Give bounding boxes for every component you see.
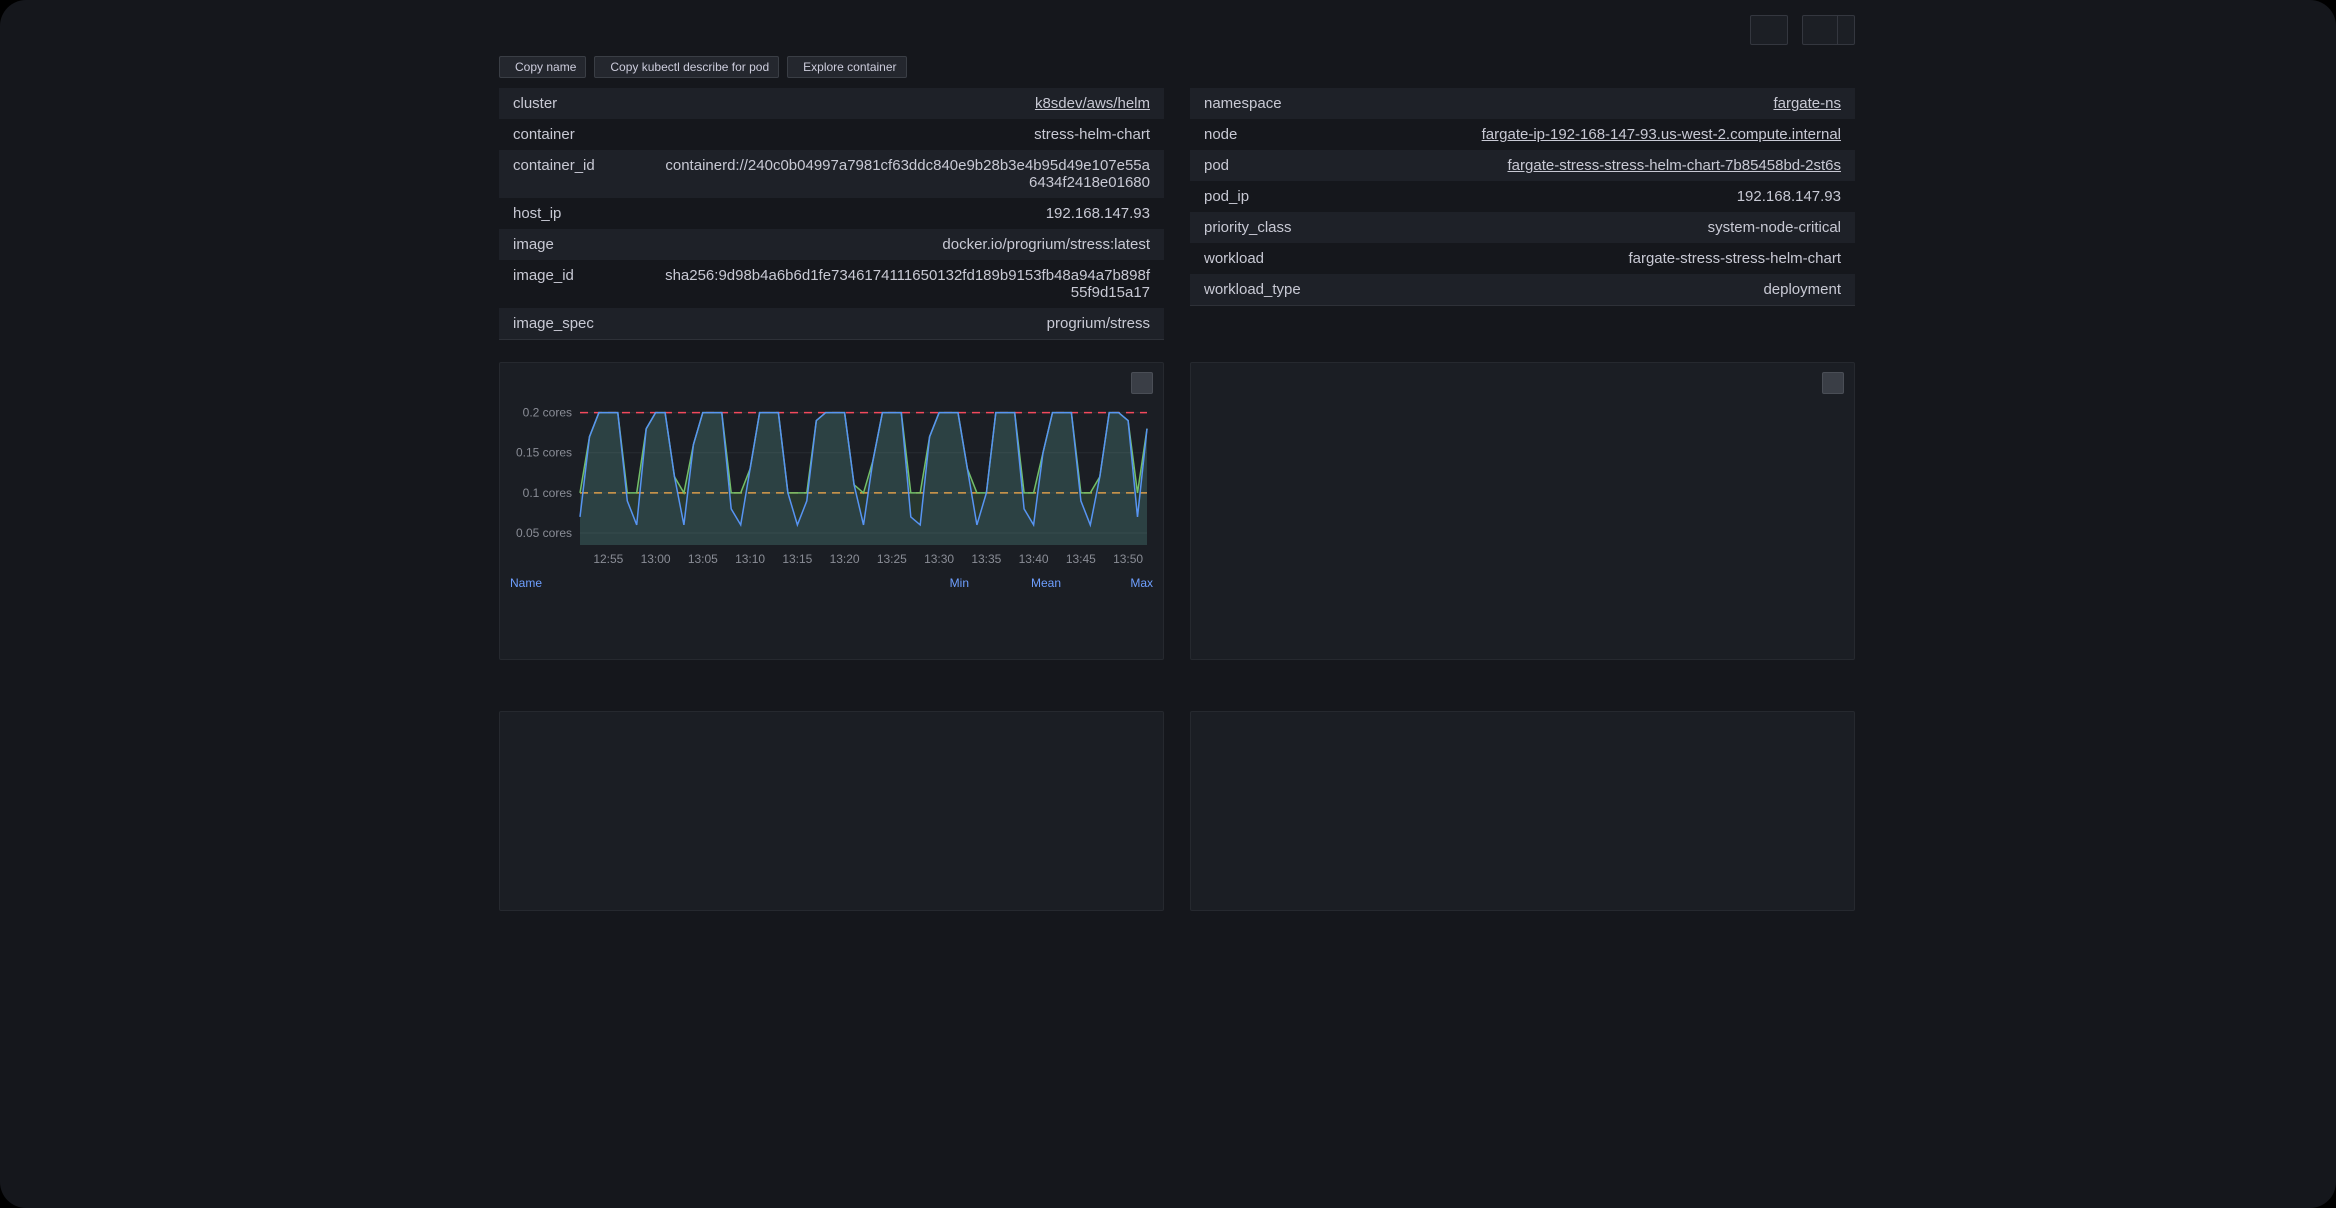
- dashboard-content: Copy name Copy kubectl describe for pod Ex…: [499, 0, 1855, 911]
- action-copy-kubectl-describe-for-pod[interactable]: Copy kubectl describe for pod: [594, 56, 780, 78]
- info-label: workload_type: [1204, 281, 1301, 298]
- svg-text:0.15 cores: 0.15 cores: [516, 446, 572, 460]
- action-explore-container[interactable]: Explore container: [787, 56, 907, 78]
- info-value-workload-type: deployment: [1763, 281, 1841, 298]
- bottom-charts: [499, 711, 1855, 911]
- info-row-host-ip: host_ip 192.168.147.93: [499, 198, 1164, 229]
- info-label: node: [1204, 126, 1238, 143]
- svg-text:0.1 cores: 0.1 cores: [523, 486, 572, 500]
- svg-text:13:40: 13:40: [1019, 552, 1049, 566]
- info-value-workload: fargate-stress-stress-helm-chart: [1628, 250, 1841, 267]
- info-label: pod: [1204, 157, 1230, 174]
- svg-text:13:00: 13:00: [641, 552, 671, 566]
- container-cpu-plot: 0.2 cores 0.15 cores 0.1 cores 0.05 cores 12…: [516, 406, 1148, 566]
- container-cpu-chart-body: 0.2 cores 0.15 cores 0.1 cores 0.05 cores 12…: [510, 395, 1153, 591]
- panel-container-memory: [1190, 362, 1855, 660]
- legend-column-mean[interactable]: Mean: [1030, 575, 1061, 590]
- predict-cpu-usage-button[interactable]: [1131, 372, 1153, 394]
- info-value-container: stress-helm-chart: [1034, 126, 1150, 143]
- legend-header: Name Min Mean Max: [510, 574, 1153, 591]
- info-row-container-id: container_id containerd://240c0b04997a798…: [499, 150, 1164, 198]
- predict-memory-usage-button[interactable]: [1822, 372, 1844, 394]
- panel-header: [510, 720, 1153, 744]
- topbar-controls: [1736, 15, 1855, 45]
- panel-header: [1201, 371, 1844, 395]
- panel-cpu-throttling: [499, 711, 1164, 911]
- info-value-pod-ip: 192.168.147.93: [1736, 188, 1841, 205]
- svg-text:0.05 cores: 0.05 cores: [516, 526, 572, 540]
- svg-text:13:15: 13:15: [782, 552, 812, 566]
- info-row-image: image docker.io/progrium/stress:latest: [499, 229, 1164, 260]
- svg-text:13:45: 13:45: [1066, 552, 1096, 566]
- action-label: Copy name: [515, 60, 577, 74]
- action-copy-name[interactable]: Copy name: [499, 56, 587, 78]
- optimization-charts: 0.2 cores 0.15 cores 0.1 cores 0.05 cores 12…: [499, 362, 1855, 660]
- topbar: [499, 12, 1855, 48]
- info-label: container: [513, 126, 575, 143]
- svg-text:13:35: 13:35: [971, 552, 1001, 566]
- panel-last-terminated-reason: [1190, 711, 1855, 911]
- info-row-cluster: cluster k8sdev/aws/helm: [499, 88, 1164, 119]
- info-label: namespace: [1204, 95, 1282, 112]
- datasource-select[interactable]: [1750, 15, 1788, 45]
- legend-column-max[interactable]: Max: [1130, 575, 1153, 590]
- info-row-namespace: namespace fargate-ns: [1190, 88, 1855, 119]
- panel-header: [510, 371, 1153, 395]
- info-value-image-spec: progrium/stress: [1046, 315, 1150, 332]
- info-label: cluster: [513, 95, 558, 112]
- info-label: container_id: [513, 157, 595, 174]
- info-label: priority_class: [1204, 219, 1292, 236]
- svg-text:13:20: 13:20: [830, 552, 860, 566]
- info-value-image: docker.io/progrium/stress:latest: [942, 236, 1150, 253]
- action-buttons: Copy name Copy kubectl describe for pod Ex…: [499, 56, 1855, 78]
- info-row-pod-ip: pod_ip 192.168.147.93: [1190, 181, 1855, 212]
- info-row-image-spec: image_spec progrium/stress: [499, 308, 1164, 339]
- info-label: workload: [1204, 250, 1265, 267]
- container-information: cluster k8sdev/aws/helm container stress-he…: [499, 88, 1855, 340]
- zoom-out-button[interactable]: [1837, 16, 1854, 44]
- info-row-container: container stress-helm-chart: [499, 119, 1164, 150]
- svg-text:13:30: 13:30: [924, 552, 954, 566]
- info-row-workload-type: workload_type deployment: [1190, 274, 1855, 305]
- info-value-image-id: sha256:9d98b4a6b6d1fe7346174111650132fd1…: [665, 267, 1150, 301]
- time-range-picker[interactable]: [1803, 16, 1837, 44]
- svg-text:13:25: 13:25: [877, 552, 907, 566]
- panel-header: [1201, 720, 1844, 744]
- info-value-cluster[interactable]: k8sdev/aws/helm: [1034, 95, 1150, 112]
- info-value-pod[interactable]: fargate-stress-stress-helm-chart-7b85458…: [1507, 157, 1841, 174]
- info-label: image_id: [513, 267, 574, 284]
- info-label: pod_ip: [1204, 188, 1250, 205]
- legend-name-column[interactable]: Name: [510, 575, 543, 590]
- info-value-priority-class: system-node-critical: [1707, 219, 1841, 236]
- info-value-node[interactable]: fargate-ip-192-168-147-93.us-west-2.comp…: [1481, 126, 1841, 143]
- info-value-namespace[interactable]: fargate-ns: [1773, 95, 1841, 112]
- info-value-host-ip: 192.168.147.93: [1045, 205, 1150, 222]
- legend-column-min[interactable]: Min: [949, 575, 969, 590]
- info-value-container-id: containerd://240c0b04997a7981cf63ddc840e…: [665, 157, 1150, 191]
- svg-text:12:55: 12:55: [593, 552, 623, 566]
- info-row-priority-class: priority_class system-node-critical: [1190, 212, 1855, 243]
- info-table-right: namespace fargate-ns node fargate-ip-192-16…: [1190, 88, 1855, 306]
- time-controls: [1802, 15, 1855, 45]
- info-row-image-id: image_id sha256:9d98b4a6b6d1fe73461741116…: [499, 260, 1164, 308]
- container-cpu-usage-line: [579, 411, 1148, 528]
- svg-text:13:05: 13:05: [688, 552, 718, 566]
- svg-text:13:50: 13:50: [1113, 552, 1143, 566]
- action-label: Explore container: [803, 60, 897, 74]
- info-label: host_ip: [513, 205, 562, 222]
- info-row-pod: pod fargate-stress-stress-helm-chart-7b85…: [1190, 150, 1855, 181]
- info-label: image: [513, 236, 554, 253]
- svg-text:13:10: 13:10: [735, 552, 765, 566]
- svg-text:0.2 cores: 0.2 cores: [523, 406, 572, 420]
- panel-container-cpu: 0.2 cores 0.15 cores 0.1 cores 0.05 cores 12…: [499, 362, 1164, 660]
- info-row-node: node fargate-ip-192-168-147-93.us-west-2.…: [1190, 119, 1855, 150]
- info-label: image_spec: [513, 315, 594, 332]
- action-label: Copy kubectl describe for pod: [610, 60, 770, 74]
- info-row-workload: workload fargate-stress-stress-helm-chart: [1190, 243, 1855, 274]
- info-table-left: cluster k8sdev/aws/helm container stress-he…: [499, 88, 1164, 340]
